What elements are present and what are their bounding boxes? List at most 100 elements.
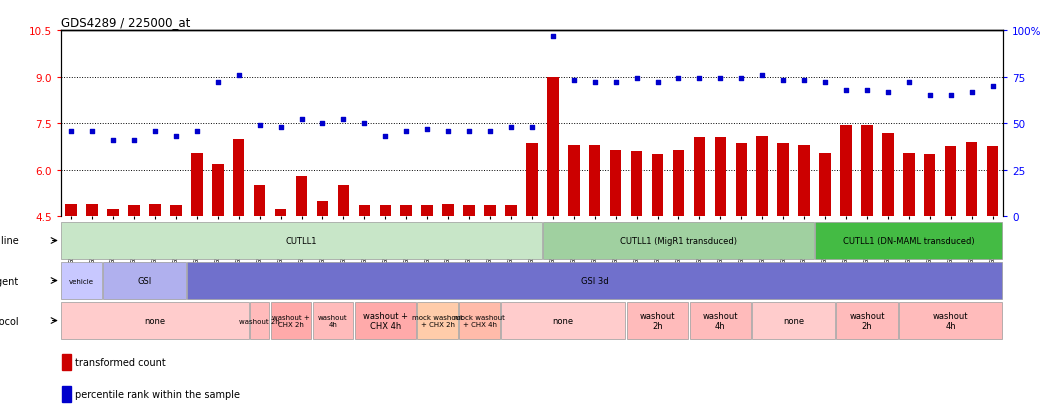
Bar bbox=[274, 209, 287, 217]
Bar bbox=[254, 186, 266, 217]
Text: washout +
CHX 2h: washout + CHX 2h bbox=[272, 314, 310, 327]
Point bbox=[565, 78, 582, 84]
Point bbox=[314, 121, 331, 127]
Bar bbox=[987, 147, 999, 217]
Bar bbox=[170, 206, 182, 217]
Text: washout +
CHX 4h: washout + CHX 4h bbox=[363, 311, 407, 330]
Point bbox=[440, 128, 456, 135]
Point bbox=[796, 78, 812, 84]
Point bbox=[586, 80, 603, 86]
Bar bbox=[820, 153, 831, 217]
Text: CUTLL1 (MigR1 transduced): CUTLL1 (MigR1 transduced) bbox=[620, 236, 737, 245]
Point bbox=[461, 128, 477, 135]
Text: washout
2h: washout 2h bbox=[849, 311, 885, 330]
Bar bbox=[778, 144, 789, 217]
Text: cell line: cell line bbox=[0, 236, 19, 246]
Bar bbox=[753, 302, 834, 339]
Bar bbox=[271, 302, 311, 339]
Bar bbox=[250, 302, 269, 339]
Bar bbox=[690, 302, 751, 339]
Text: washout
2h: washout 2h bbox=[640, 311, 675, 330]
Bar bbox=[841, 126, 852, 217]
Text: CUTLL1: CUTLL1 bbox=[286, 236, 317, 245]
Point bbox=[817, 80, 833, 86]
Text: mock washout
+ CHX 4h: mock washout + CHX 4h bbox=[454, 314, 505, 327]
Bar bbox=[464, 206, 475, 217]
Point bbox=[335, 117, 352, 123]
Bar bbox=[460, 302, 499, 339]
Text: washout
4h: washout 4h bbox=[318, 314, 348, 327]
Point bbox=[168, 133, 184, 140]
Bar bbox=[129, 206, 140, 217]
Bar bbox=[543, 223, 814, 259]
Text: GDS4289 / 225000_at: GDS4289 / 225000_at bbox=[61, 16, 191, 29]
Bar bbox=[837, 302, 897, 339]
Bar bbox=[799, 146, 810, 217]
Point bbox=[356, 121, 373, 127]
Text: none: none bbox=[144, 316, 165, 325]
Bar bbox=[443, 204, 454, 217]
Bar bbox=[965, 142, 978, 217]
Bar bbox=[313, 302, 353, 339]
Bar bbox=[317, 202, 329, 217]
Bar bbox=[547, 78, 559, 217]
Point bbox=[398, 128, 415, 135]
Point bbox=[84, 128, 101, 135]
Bar bbox=[104, 263, 185, 299]
Text: washout
4h: washout 4h bbox=[703, 311, 738, 330]
Bar bbox=[527, 144, 538, 217]
Bar bbox=[506, 206, 517, 217]
Point bbox=[712, 76, 729, 83]
Bar bbox=[422, 206, 433, 217]
Point bbox=[524, 124, 540, 131]
Point bbox=[733, 76, 750, 83]
Point bbox=[503, 124, 519, 131]
Point bbox=[293, 117, 310, 123]
Bar bbox=[108, 209, 119, 217]
Point bbox=[859, 87, 875, 94]
Point bbox=[419, 126, 436, 133]
Bar bbox=[569, 146, 580, 217]
Bar bbox=[651, 155, 664, 217]
Bar bbox=[485, 206, 496, 217]
Bar bbox=[862, 126, 873, 217]
Point bbox=[544, 33, 561, 40]
Point bbox=[272, 124, 289, 131]
Text: GSI: GSI bbox=[137, 276, 152, 285]
Text: none: none bbox=[783, 316, 804, 325]
Bar bbox=[150, 204, 161, 217]
Bar bbox=[187, 263, 1002, 299]
Point bbox=[984, 83, 1001, 90]
Bar bbox=[735, 144, 747, 217]
Text: mock washout
+ CHX 2h: mock washout + CHX 2h bbox=[413, 314, 463, 327]
Point bbox=[879, 89, 896, 95]
Bar bbox=[502, 302, 625, 339]
Point bbox=[691, 76, 708, 83]
Text: CUTLL1 (DN-MAML transduced): CUTLL1 (DN-MAML transduced) bbox=[843, 236, 975, 245]
Point bbox=[607, 80, 624, 86]
Point bbox=[963, 89, 980, 95]
Bar bbox=[899, 302, 1002, 339]
Bar bbox=[609, 150, 622, 217]
Text: transformed count: transformed count bbox=[74, 358, 165, 368]
Bar bbox=[418, 302, 458, 339]
Point bbox=[377, 133, 394, 140]
Point bbox=[188, 128, 205, 135]
Bar bbox=[925, 155, 936, 217]
Bar bbox=[882, 133, 894, 217]
Bar bbox=[715, 138, 727, 217]
Text: vehicle: vehicle bbox=[69, 278, 94, 284]
Bar bbox=[213, 164, 224, 217]
Point bbox=[921, 93, 938, 99]
Bar bbox=[589, 146, 601, 217]
Bar bbox=[673, 150, 685, 217]
Point bbox=[649, 80, 666, 86]
Point bbox=[147, 128, 163, 135]
Point bbox=[63, 128, 80, 135]
Bar bbox=[62, 302, 248, 339]
Bar bbox=[63, 387, 70, 402]
Text: GSI 3d: GSI 3d bbox=[581, 276, 608, 285]
Bar bbox=[66, 204, 77, 217]
Point bbox=[942, 93, 959, 99]
Text: none: none bbox=[553, 316, 574, 325]
